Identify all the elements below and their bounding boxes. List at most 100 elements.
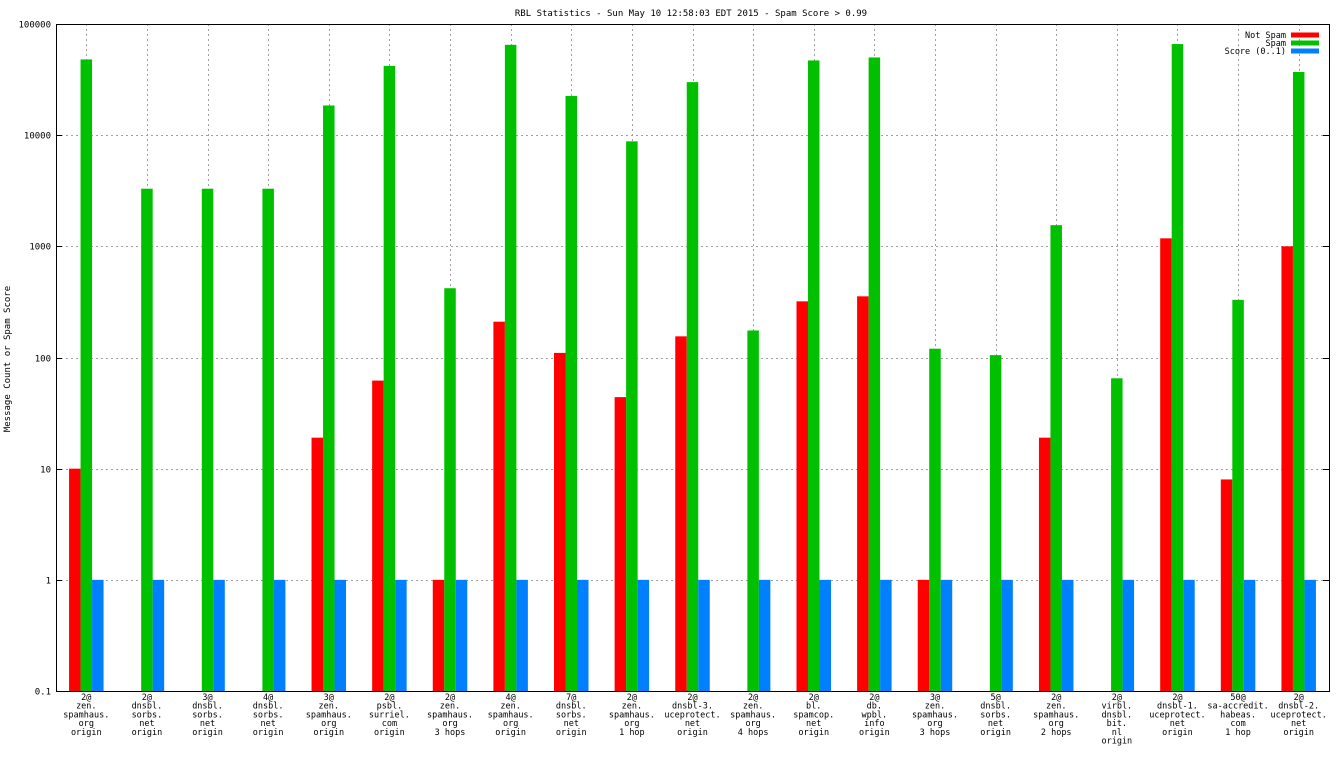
bar-spam [1171,44,1184,692]
bar-score-0-1 [1304,579,1316,691]
x-tick-label: 3@ dnsbl. sorbs. net origin [192,693,223,738]
bar-score-0-1 [152,579,165,691]
x-tick-label: 2@ zen. spamhaus. org 1 hop [609,693,655,738]
bar-score-0-1 [1001,579,1013,691]
bar-score-0-1 [273,579,286,691]
x-tick-labels: 2@ zen. spamhaus. org origin 2@ dnsbl. sorbs. ne… [63,693,1327,747]
y-tick-labels: 0.1 1 10 100 1000 10000 100000 [18,21,51,698]
x-tick-label: 3@ zen. spamhaus. org 3 hops [912,693,958,738]
y-axis-label: Message Count or Spam Score [3,286,13,432]
bar-not-spam [675,336,687,691]
y-tick-label: 10000 [24,132,51,142]
bar-score-0-1 [1061,579,1074,691]
bar-not-spam [493,321,505,691]
bar-spam [626,141,638,692]
bar-spam [747,330,759,691]
bars-layer [69,44,1316,692]
bar-spam [262,188,274,691]
bar-spam [1050,225,1062,692]
legend-label: Spam [1266,39,1286,49]
bar-score-0-1 [698,579,710,691]
bar-not-spam [1160,238,1172,691]
y-tick-label: 0.1 [35,688,51,698]
legend-label: Score (0..1) [1225,47,1286,57]
x-tick-label: 2@ zen. spamhaus. org 2 hops [1033,693,1079,738]
x-tick-label: 2@ zen. spamhaus. org origin [63,693,109,738]
legend-swatch [1291,40,1319,46]
bar-spam [201,188,214,691]
x-tick-label: 4@ dnsbl. sorbs. net origin [253,693,284,738]
x-tick-label: 7@ dnsbl. sorbs. net origin [556,693,587,738]
bar-spam [807,60,820,691]
bar-spam [686,82,699,691]
bar-spam [989,355,1002,691]
bar-spam [80,59,93,691]
bar-score-0-1 [1243,579,1256,691]
bar-score-0-1 [1183,579,1195,691]
bar-spam [444,288,456,691]
bar-spam [141,188,153,691]
bar-not-spam [857,296,869,691]
bar-score-0-1 [637,579,650,691]
bar-not-spam [554,352,566,691]
bar-score-0-1 [940,579,953,691]
bar-score-0-1 [758,579,771,691]
x-tick-label: 2@ dnsbl-1. uceprotect. net origin [1149,693,1205,738]
bar-spam [1292,72,1305,691]
x-tick-label: 4@ zen. spamhaus. org origin [488,693,534,738]
bar-spam [868,57,881,691]
y-tick-label: 1000 [29,243,51,253]
bar-score-0-1 [819,579,831,691]
plot-frame [56,24,1330,692]
x-tick-label: 2@ dnsbl-2. uceprotect. net origin [1271,693,1327,738]
bar-score-0-1 [92,579,104,691]
x-tick-label: 2@ dnsbl-3. uceprotect. net origin [664,693,720,738]
bar-not-spam [1038,437,1051,691]
bar-score-0-1 [455,579,468,691]
bar-score-0-1 [334,579,347,691]
bar-not-spam [311,437,324,691]
bar-not-spam [614,397,627,691]
bar-score-0-1 [516,579,528,691]
x-tick-label: 2@ db. wpbl. info origin [859,693,890,738]
bar-not-spam [372,380,384,691]
x-tick-label: 50@ sa-accredit. habeas. com 1 hop [1207,693,1268,738]
bar-score-0-1 [395,579,407,691]
bar-score-0-1 [577,579,589,691]
bar-not-spam [1281,246,1293,691]
legend-swatch [1291,32,1319,38]
x-tick-label: 5@ dnsbl. sorbs. net origin [980,693,1011,738]
bar-not-spam [69,468,81,691]
bar-not-spam [796,301,808,691]
legend-label: Not Spam [1245,31,1286,41]
x-tick-label: 2@ zen. spamhaus. org 4 hops [730,693,776,738]
x-tick-label: 2@ bl. spamcop. net origin [793,693,834,738]
bar-spam [1232,299,1244,691]
bar-spam [1111,378,1123,691]
bar-spam [383,65,396,691]
y-tick-label: 100000 [18,21,51,31]
y-tick-label: 10 [40,466,51,476]
bar-spam [323,105,335,692]
x-tick-label: 2@ psbl. surriel. com origin [369,693,410,738]
bar-not-spam [432,579,445,691]
bar-spam [565,96,578,691]
bar-score-0-1 [213,579,225,691]
chart-title: RBL Statistics - Sun May 10 12:58:03 EDT… [515,9,867,19]
x-tick-label: 2@ dnsbl. sorbs. net origin [132,693,163,738]
y-tick-label: 100 [35,355,51,365]
bar-score-0-1 [880,579,892,691]
bar-not-spam [917,579,930,691]
bar-score-0-1 [1122,579,1135,691]
x-tick-label: 2@ zen. spamhaus. org 3 hops [427,693,473,738]
legend-swatch [1291,48,1319,54]
x-tick-label: 2@ virbl. dnsbl. bit. nl origin [1101,693,1132,747]
y-tick-label: 1 [46,577,51,587]
bar-not-spam [1220,479,1233,691]
bar-spam [504,44,517,692]
x-tick-label: 3@ zen. spamhaus. org origin [306,693,352,738]
bar-spam [929,348,941,691]
